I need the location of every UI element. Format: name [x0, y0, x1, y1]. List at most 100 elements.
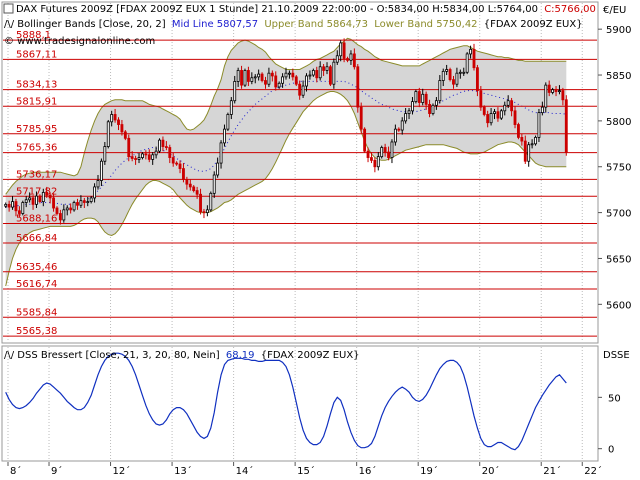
candle-body	[547, 84, 551, 93]
y-tick-label: 5600	[606, 300, 631, 311]
candle-body	[171, 157, 175, 164]
candle-body	[417, 91, 421, 103]
candle-body	[534, 136, 537, 145]
candle-body	[223, 128, 226, 144]
candle-body	[411, 101, 414, 112]
candle-body	[188, 183, 192, 188]
candle-body	[517, 124, 520, 138]
candle-body	[318, 66, 322, 79]
price-level-label: 5888,1	[16, 30, 51, 41]
candle-body	[428, 103, 431, 114]
candle-body	[404, 113, 408, 122]
candle-body	[332, 61, 336, 85]
candle-body	[96, 180, 100, 188]
candle-body	[301, 85, 305, 96]
candle-body	[257, 73, 261, 78]
candle-body	[236, 70, 240, 82]
candle-body	[325, 66, 329, 71]
candle-body	[315, 70, 319, 79]
candle-body	[127, 137, 131, 158]
x-tick-label: 8´	[10, 465, 21, 477]
candle-body	[448, 69, 452, 81]
candle-body	[380, 147, 384, 158]
candle-body	[38, 195, 42, 202]
candle-body	[356, 66, 360, 108]
candle-body	[134, 158, 138, 160]
candle-body	[445, 69, 449, 72]
price-level-label: 5616,74	[16, 279, 57, 290]
candle-body	[141, 153, 144, 158]
candle-body	[503, 104, 507, 112]
candle-body	[513, 110, 517, 125]
bb-mid-label: Mid Line 5807,57	[172, 19, 258, 30]
candle-body	[158, 139, 161, 152]
candle-body	[216, 162, 220, 176]
candle-body	[294, 76, 298, 85]
candle-body	[144, 153, 148, 156]
candle-body	[52, 197, 55, 209]
price-level-label: 5565,38	[16, 326, 57, 337]
candle-body	[120, 124, 124, 133]
candle-body	[390, 141, 394, 158]
candle-body	[226, 114, 230, 130]
candle-body	[55, 207, 59, 214]
candle-body	[72, 202, 76, 211]
candle-body	[482, 106, 486, 115]
candle-body	[414, 91, 418, 103]
candle-body	[496, 111, 500, 119]
candle-body	[311, 70, 315, 76]
candle-body	[195, 190, 199, 195]
dss-line	[5, 352, 567, 451]
candle-body	[335, 55, 339, 63]
candle-body	[175, 162, 179, 165]
candle-body	[137, 157, 141, 160]
candle-body	[281, 76, 285, 84]
candle-body	[469, 48, 473, 55]
checkbox-icon[interactable]	[3, 3, 14, 14]
candle-body	[99, 160, 103, 181]
candle-body	[79, 200, 83, 206]
candle-body	[561, 90, 565, 101]
candle-body	[113, 114, 117, 121]
candle-body	[438, 80, 442, 102]
time-axis: 8´ 9´ 12´ 13´ 14´ 15´ 16´ 19´ 20´ 21´ 22´	[7, 462, 602, 477]
candle-body	[291, 72, 295, 78]
x-tick-label: 12´	[113, 465, 131, 477]
candle-body	[264, 80, 267, 85]
candle-body	[212, 174, 216, 194]
candle-body	[329, 66, 332, 85]
candle-body	[499, 110, 503, 119]
bollinger-mid-line	[5, 80, 567, 208]
candle-body	[458, 71, 462, 74]
candle-body	[393, 128, 397, 143]
x-tick-label: 15´	[297, 465, 315, 477]
candle-body	[489, 113, 493, 124]
candle-body	[76, 202, 79, 206]
candle-body	[117, 119, 120, 125]
candle-body	[274, 75, 278, 88]
x-tick-label: 20´	[482, 465, 500, 477]
dss-tick-label: 0	[608, 445, 614, 456]
candle-body	[110, 114, 114, 123]
candle-body	[421, 93, 425, 103]
candle-body	[267, 72, 271, 85]
dss-legend: /\/ DSS Bressert [Close, 21, 3, 20, 80, …	[4, 350, 360, 361]
candle-body	[14, 201, 18, 212]
candle-body	[462, 71, 466, 74]
x-tick-label: 14´	[236, 465, 254, 477]
candle-body	[373, 159, 377, 168]
candle-body	[17, 210, 21, 214]
candle-body	[82, 200, 86, 203]
candle-body	[250, 77, 254, 82]
candle-body	[441, 70, 445, 81]
candle-body	[151, 154, 155, 160]
candle-body	[383, 147, 387, 153]
candle-body	[387, 151, 390, 158]
candle-body	[520, 136, 524, 142]
price-level-label: 5666,84	[16, 233, 57, 244]
y-tick-label: 5800	[606, 117, 631, 128]
y-tick-label: 5750	[606, 163, 631, 174]
candle-body	[246, 70, 250, 82]
dss-panel-frame	[1, 345, 599, 462]
